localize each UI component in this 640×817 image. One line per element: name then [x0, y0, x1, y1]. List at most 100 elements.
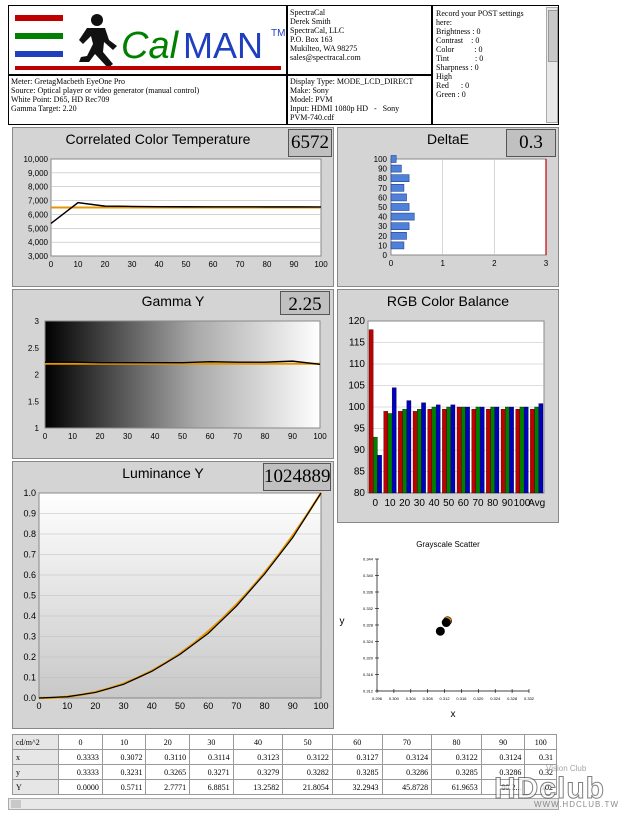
- y-tick-label: 100: [374, 155, 388, 164]
- y-tick-label: 0.2: [23, 652, 36, 662]
- rgb-title: RGB Color Balance: [386, 293, 510, 309]
- scatter-point: [441, 618, 451, 628]
- x-tick-label: 100: [313, 432, 327, 441]
- y-tick-label: 2: [35, 371, 40, 380]
- table-scrollbar[interactable]: [8, 798, 559, 810]
- y-tick-label: 10,000: [24, 155, 49, 164]
- x-tick-label: 0.316: [456, 696, 467, 701]
- x-tick-label: 90: [290, 260, 299, 269]
- cct-title: Correlated Color Temperature: [65, 131, 251, 147]
- table-cell: 0.3285: [331, 764, 383, 780]
- gamma-panel: Gamma Y 2.25 3 2.5 2 1.5 1 0 10 20 30 40 50 60 70 80 9…: [12, 289, 334, 459]
- y-tick-label: 8,000: [28, 183, 49, 192]
- table-cell: 80.2...: [480, 779, 526, 795]
- column-header: 80: [431, 734, 482, 750]
- x-tick-label: 30: [128, 260, 137, 269]
- settings-scrollbar[interactable]: [546, 7, 558, 123]
- deltae-bar: [390, 203, 410, 211]
- plot-area: [44, 320, 321, 429]
- x-tick-label: 40: [147, 701, 157, 711]
- rgb-bar: [442, 409, 447, 494]
- x-tick-label: 60: [203, 701, 213, 711]
- svg-text:TM: TM: [271, 28, 285, 39]
- x-tick-label: 20: [96, 432, 105, 441]
- rgb-bar: [494, 406, 500, 494]
- rgb-bar: [523, 406, 529, 494]
- y-tick-label: 60: [378, 193, 387, 202]
- table-cell: 0.3114: [189, 749, 234, 765]
- settings-line: Contrast : 0: [436, 36, 480, 45]
- x-tick-label: 0.324: [490, 696, 501, 701]
- y-tick-label: 1.5: [28, 397, 40, 406]
- display-line: Display Type: MODE_LCD_DIRECT: [290, 77, 414, 86]
- y-tick-label: 0.332: [363, 606, 374, 611]
- logo-box: Cal MAN TM: [8, 5, 287, 75]
- table-cell: 13.2582: [232, 779, 284, 795]
- rgb-bar: [465, 406, 470, 494]
- settings-line: Brightness : 0: [436, 27, 481, 36]
- y-tick-label: 70: [378, 184, 387, 193]
- y-tick-label: 80: [378, 174, 387, 183]
- y-tick-label: 0.7: [23, 550, 36, 560]
- column-header: 0: [58, 734, 103, 750]
- rgb-bar: [402, 409, 407, 494]
- deltae-bar: [390, 212, 415, 221]
- watermark-brand: HDclub: [494, 772, 605, 806]
- x-tick-label: 0: [49, 260, 54, 269]
- deltae-bar: [390, 155, 397, 163]
- table-cell: 0.3110: [145, 749, 191, 765]
- runner-icon: [79, 14, 117, 68]
- x-tick-label: 50: [178, 432, 187, 441]
- deltae-bar: [390, 174, 410, 183]
- rgb-bar: [417, 409, 422, 494]
- row-label: y: [11, 764, 60, 780]
- table-cell: 0.3122: [282, 749, 333, 765]
- column-header: 20: [145, 734, 191, 750]
- x-tick-label: 50: [175, 701, 185, 711]
- column-header: 100: [524, 734, 557, 750]
- table-cell: 0.3265: [145, 764, 191, 780]
- rgb-bar: [406, 400, 412, 494]
- y-tick-label: 90: [354, 445, 366, 456]
- deltae-bar: [390, 193, 407, 202]
- y-tick-label: 0.5: [23, 591, 36, 601]
- calman-logo: Cal MAN TM: [15, 14, 285, 70]
- table-cell: 0.3231: [101, 764, 147, 780]
- column-header: 10: [101, 734, 147, 750]
- y-tick-label: 1.0: [23, 488, 36, 498]
- svg-text:MAN: MAN: [183, 25, 263, 66]
- y-tick-label: 50: [378, 203, 387, 212]
- x-tick-label: 80: [263, 260, 272, 269]
- table-row: y 0.3333 0.3231 0.3265 0.3271 0.3279 0.3282 0.3…: [11, 764, 557, 780]
- x-tick-label: 0: [389, 259, 394, 268]
- y-tick-label: 115: [349, 338, 365, 349]
- table-cell: 0.3285: [431, 764, 482, 780]
- table-header-row: cd/m^2 0 10 20 30 40 50 60 70 80 90 100: [11, 734, 557, 750]
- meter-line: Gamma Target: 2.20: [11, 104, 77, 113]
- meter-box: Meter: GretagMacbeth EyeOne Pro Source: O…: [8, 75, 287, 125]
- table-cell: 0.0000: [58, 779, 103, 795]
- rgb-bar: [446, 406, 451, 494]
- x-tick-label: 0: [43, 432, 48, 441]
- settings-line: Green : 0: [436, 90, 466, 99]
- rgb-bar: [490, 406, 495, 494]
- y-tick-label: 9,000: [28, 169, 49, 178]
- company-box: SpectraCal Derek Smith SpectraCal, LLC P.O.…: [287, 5, 432, 75]
- company-line: SpectraCal, LLC: [290, 26, 345, 35]
- deltae-value: 0.3: [506, 129, 556, 157]
- settings-line: Record your POST settings: [436, 9, 524, 18]
- x-tick-label: 100: [314, 260, 328, 269]
- scatter-chart: Grayscale Scatter 0.344 0.340 0.336 0.332 0.3…: [340, 540, 535, 720]
- table-cell: 0.3333: [58, 764, 103, 780]
- settings-line: High: [436, 72, 452, 81]
- column-header: 90: [480, 734, 526, 750]
- y-tick-label: 0.0: [23, 693, 36, 703]
- rgb-bar: [373, 436, 378, 494]
- table-cell: 0.3279: [232, 764, 284, 780]
- rgb-bar: [479, 406, 485, 494]
- x-tick-label: 20: [399, 498, 411, 509]
- rgb-bar: [387, 413, 393, 494]
- display-line: Input: HDMI 1080p HD - Sony: [290, 104, 400, 113]
- plot-area: [390, 158, 547, 256]
